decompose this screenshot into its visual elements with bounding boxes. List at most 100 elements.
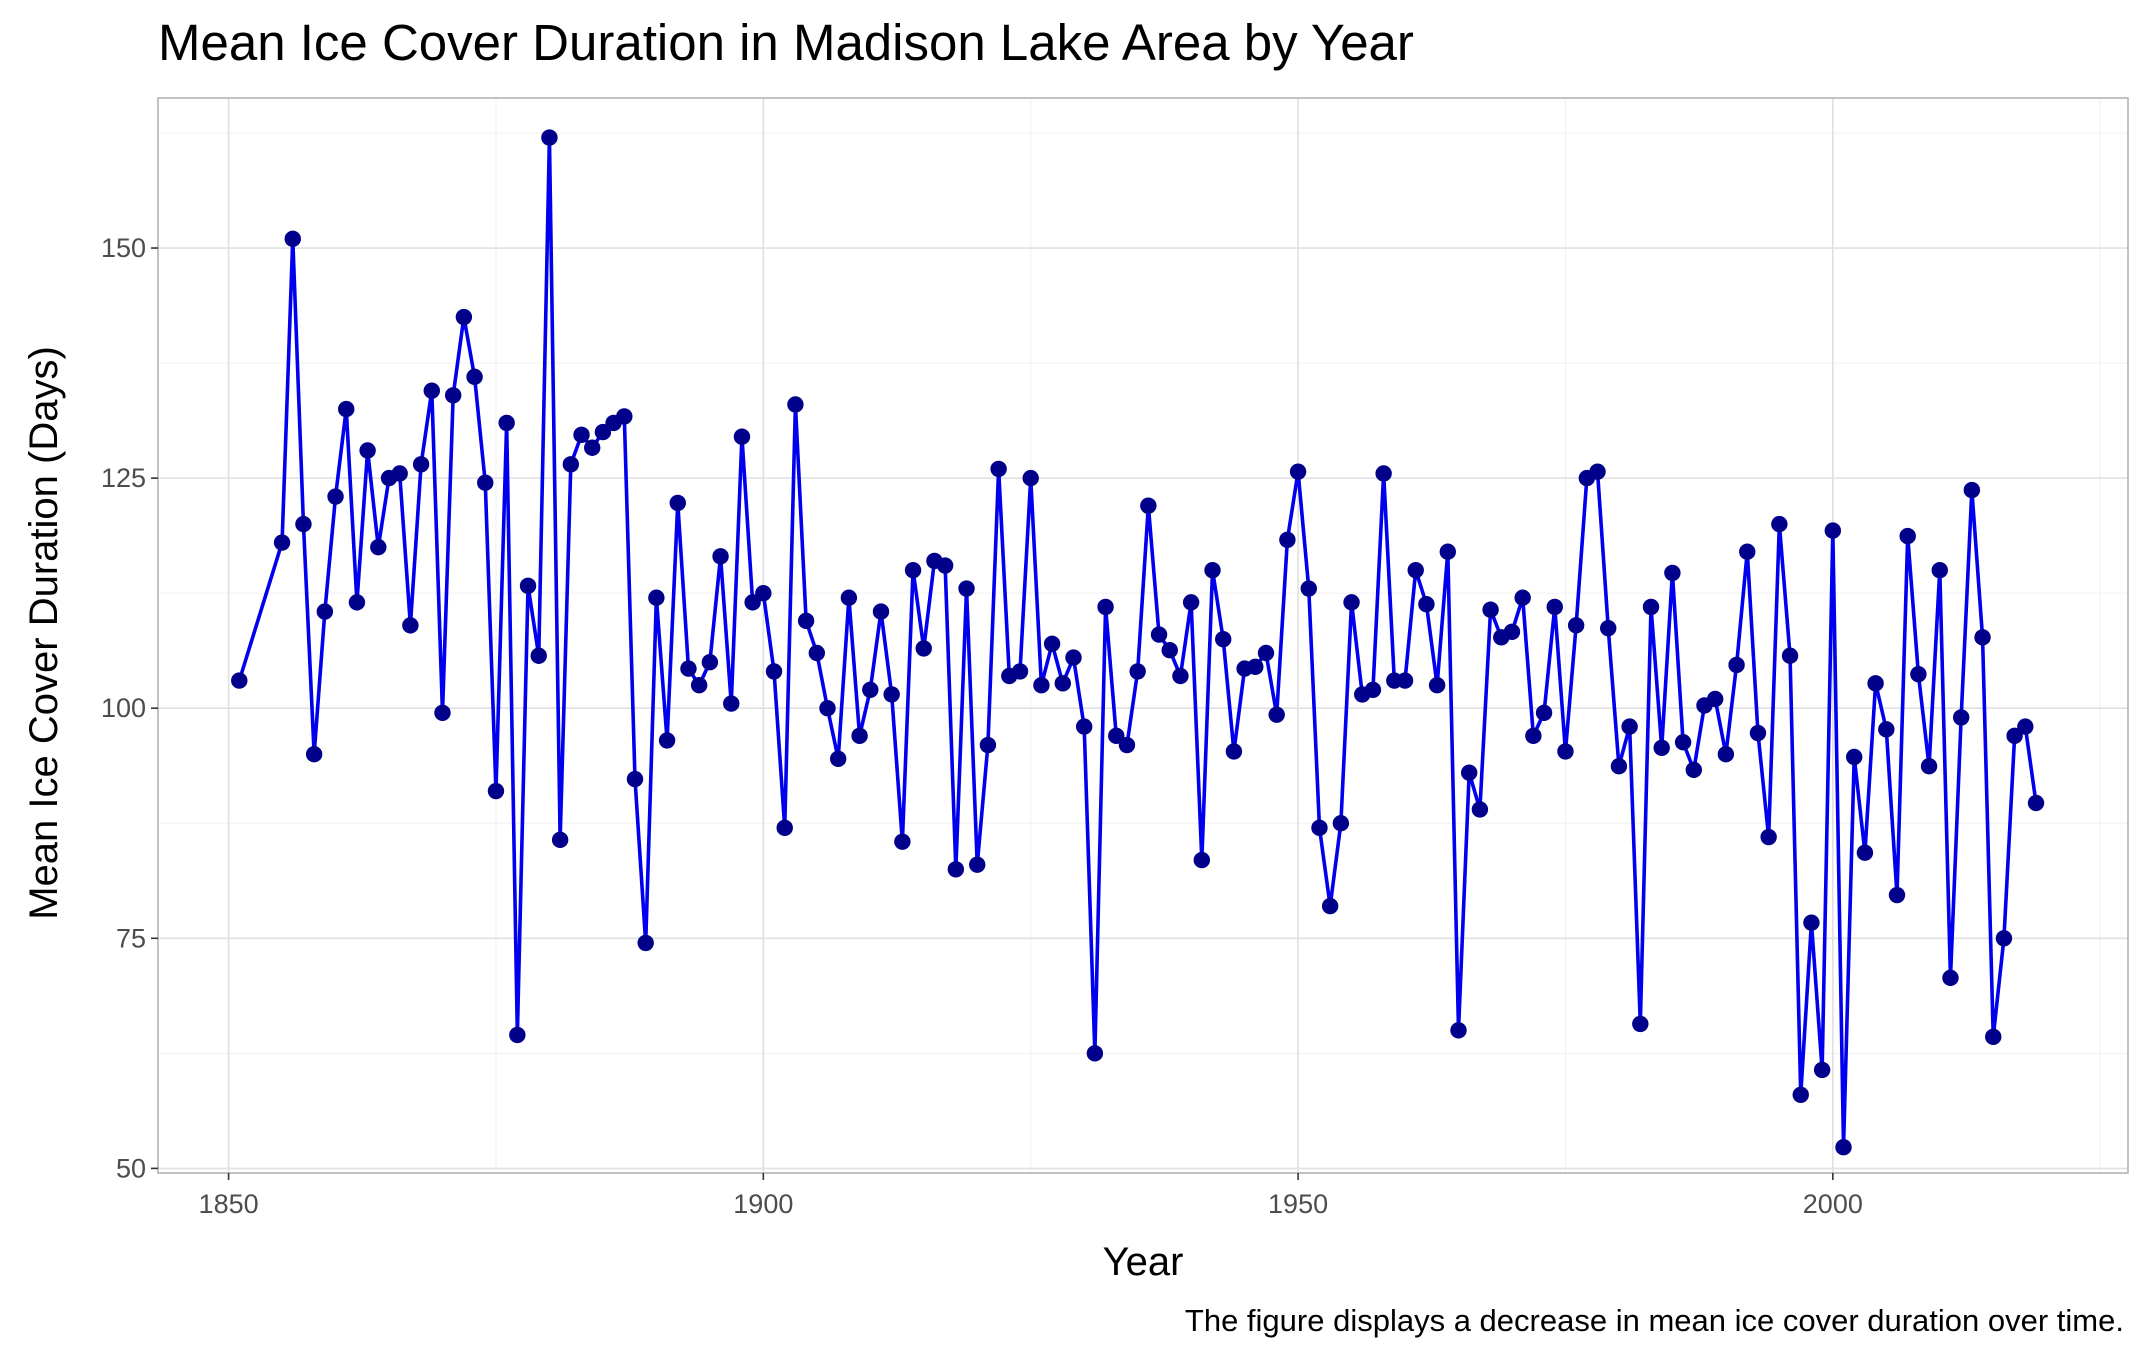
data-point (819, 700, 836, 717)
data-point (1739, 543, 1756, 560)
data-point (348, 594, 366, 611)
data-point (701, 653, 719, 671)
axes: 1850 1900 1950 2000 50 75 100 125 150 (101, 233, 1863, 1219)
x-tick-label: 1900 (733, 1189, 793, 1219)
data-point (1856, 844, 1874, 861)
data-point (1546, 598, 1563, 616)
data-point (1974, 629, 1991, 646)
data-point (273, 534, 291, 551)
data-point (551, 831, 569, 849)
data-point (637, 934, 654, 952)
data-point (1215, 630, 1232, 648)
data-point (680, 660, 697, 677)
data-point (990, 460, 1007, 478)
data-point (1289, 463, 1307, 480)
data-point (744, 594, 761, 611)
data-point (1781, 647, 1799, 664)
data-point (1792, 1086, 1809, 1103)
data-point (690, 677, 708, 694)
data-point (1664, 564, 1681, 582)
data-point (1161, 642, 1178, 659)
data-point (541, 129, 558, 146)
data-point (969, 856, 986, 873)
grid-lines (158, 98, 2128, 1173)
data-point (434, 704, 451, 722)
data-point (1632, 1015, 1649, 1033)
data-point (1557, 743, 1574, 760)
data-point (1503, 623, 1521, 641)
data-point (1075, 718, 1093, 735)
data-point (487, 782, 505, 800)
data-point (1642, 598, 1660, 616)
data-point (412, 456, 430, 473)
data-point (1225, 743, 1243, 760)
data-point (1407, 561, 1424, 579)
data-point (1963, 481, 1981, 499)
data-point (466, 368, 483, 386)
data-point (444, 387, 462, 404)
data-point (1717, 746, 1735, 763)
data-point (1247, 658, 1264, 675)
data-point (1952, 709, 1970, 726)
y-tick-label: 100 (101, 693, 146, 723)
data-point (616, 408, 633, 425)
series-line (237, 135, 2038, 1150)
data-point (1396, 672, 1414, 689)
y-tick-label: 150 (101, 233, 146, 263)
data-point (979, 736, 997, 754)
y-axis-title: Mean Ice Cover Duration (Days) (22, 346, 66, 920)
data-point (776, 819, 793, 837)
data-point (1375, 465, 1392, 482)
data-point (1899, 527, 1916, 545)
data-point (1931, 561, 1948, 579)
data-point (1108, 727, 1125, 745)
data-point (1771, 515, 1788, 533)
data-points (231, 129, 2045, 1156)
data-point (1140, 497, 1157, 514)
data-point (1172, 667, 1189, 685)
data-point (904, 561, 922, 579)
data-point (509, 1026, 526, 1044)
data-point (1589, 463, 1606, 480)
data-point (423, 382, 440, 399)
data-point (1332, 815, 1350, 832)
data-point (316, 603, 334, 620)
data-point (712, 548, 729, 565)
data-point (669, 494, 686, 512)
data-point (1450, 1022, 1467, 1039)
data-point (1311, 819, 1328, 837)
data-point (584, 439, 601, 456)
data-point (648, 589, 665, 606)
data-point (573, 426, 590, 444)
data-point (359, 442, 376, 459)
data-point (862, 681, 879, 698)
data-point (1535, 704, 1553, 722)
data-point (1878, 721, 1895, 738)
data-point (338, 400, 355, 418)
data-point (1150, 626, 1168, 643)
data-point (723, 695, 740, 712)
data-point (840, 589, 858, 606)
data-point (231, 672, 248, 689)
data-point (958, 580, 975, 597)
data-point (1257, 644, 1275, 662)
data-point (787, 396, 804, 413)
data-point (872, 603, 890, 620)
data-point (2006, 727, 2023, 745)
data-point (1471, 801, 1489, 818)
data-point (1610, 757, 1628, 775)
data-point (1995, 930, 2013, 947)
data-point (1803, 914, 1820, 931)
data-point (1653, 739, 1670, 756)
data-point (1835, 1139, 1852, 1156)
data-point (1749, 724, 1767, 742)
data-point (498, 414, 515, 432)
data-point (562, 456, 580, 473)
data-point (2017, 718, 2034, 735)
data-point (1760, 828, 1777, 846)
data-point (1460, 764, 1478, 781)
data-point (1343, 594, 1360, 611)
x-tick-label: 2000 (1803, 1189, 1863, 1219)
data-point (830, 750, 847, 768)
